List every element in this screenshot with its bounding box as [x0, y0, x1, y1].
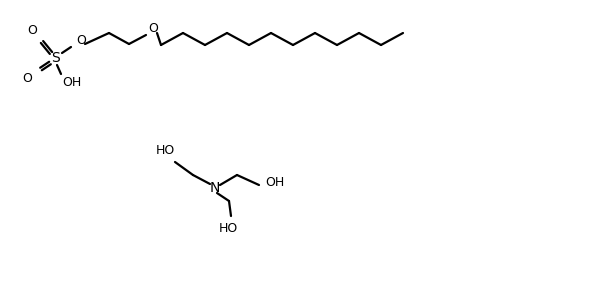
- Text: S: S: [50, 51, 59, 65]
- Text: OH: OH: [266, 176, 285, 188]
- Text: HO: HO: [156, 143, 175, 157]
- Text: OH: OH: [63, 76, 82, 88]
- Text: O: O: [27, 25, 37, 38]
- Text: HO: HO: [218, 223, 237, 236]
- Text: O: O: [22, 73, 32, 85]
- Text: O: O: [148, 22, 158, 35]
- Text: N: N: [210, 181, 220, 195]
- Text: O: O: [76, 34, 86, 46]
